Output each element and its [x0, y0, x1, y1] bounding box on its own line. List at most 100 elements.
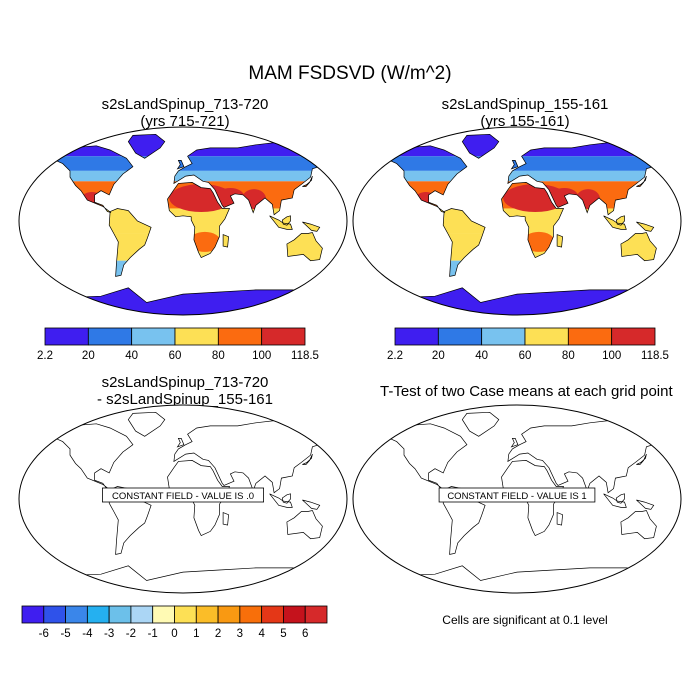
colorbar-box-4 [217, 327, 263, 346]
coast-australia [286, 232, 323, 262]
coast-new-guinea [302, 221, 321, 232]
panel-title-case2-line1: s2sLandSpinup_155-161 [441, 96, 609, 113]
colorbar-box-5 [611, 327, 656, 346]
colorbar-label: -3 [104, 628, 114, 640]
panel-title-ttest-line1: T-Test of two Case means at each grid po… [380, 383, 673, 400]
colorbar-label: 20 [82, 350, 95, 362]
colorbar-label: 1 [193, 628, 199, 640]
coast-japan [636, 453, 647, 465]
colorbar-box-12 [283, 605, 306, 624]
colorbar-label: 40 [125, 350, 138, 362]
colorbar-label: 0 [171, 628, 177, 640]
colorbar-label: 2 [215, 628, 221, 640]
panel-title-case1-line2: (yrs 715-721) [140, 113, 230, 130]
coast-indonesia [603, 215, 627, 230]
colorbar-labels: 2.2 20 40 60 80 100 118.5 [37, 350, 319, 362]
coastlines [19, 133, 347, 315]
colorbar-case1: 2.2 20 40 60 80 100 118.5 [37, 327, 319, 362]
coast-madagascar [222, 234, 229, 248]
globe-outline [352, 404, 682, 594]
map-case2 [352, 126, 682, 316]
colorbar-box-1 [43, 605, 66, 624]
lat-band-2 [353, 170, 681, 182]
colorbar-box-11 [261, 605, 284, 624]
coast-australia [286, 510, 323, 540]
coast-japan [302, 453, 313, 465]
panel-title-case2: s2sLandSpinup_155-161 (yrs 155-161) [380, 96, 670, 130]
coast-australia [620, 232, 657, 262]
coast-madagascar [556, 234, 563, 248]
coast-new-guinea [636, 221, 655, 232]
annotation-difference-text: CONSTANT FIELD - VALUE IS .0 [112, 491, 254, 502]
colorbar-label: 6 [302, 628, 308, 640]
panel-title-ttest: T-Test of two Case means at each grid po… [380, 383, 673, 400]
coast-japan [302, 175, 313, 187]
coast-north-america [31, 145, 134, 213]
globe-outline [18, 126, 348, 316]
colorbar-box-0 [44, 327, 89, 346]
coast-new-guinea [636, 499, 655, 510]
band-australia [289, 234, 322, 253]
coast-new-zealand [667, 260, 680, 270]
coast-north-america [365, 423, 468, 491]
colorbar-box-10 [239, 605, 263, 624]
coast-europe-asia [173, 141, 347, 216]
panel-title-difference-line1: s2sLandSpinup_713-720 [101, 374, 269, 391]
colorbar-box-3 [174, 327, 219, 346]
lat-band-2 [19, 170, 347, 182]
main-title: MAM FSDSVD (W/m^2) [248, 63, 452, 84]
colorbar-box-8 [195, 605, 219, 624]
coast-greenland [461, 133, 500, 159]
annotation-ttest: CONSTANT FIELD - VALUE IS 1 [438, 487, 596, 503]
coast-greenland [461, 411, 500, 437]
coast-madagascar [222, 512, 229, 526]
colorbar-labels: -6 -5 -4 -3 -2 -1 0 1 2 3 4 5 6 [39, 628, 309, 640]
colorbar-label: 118.5 [641, 350, 669, 362]
colorbar-label: 2.2 [37, 350, 53, 362]
colorbar-label: -2 [126, 628, 136, 640]
colorbar-box-1 [437, 327, 483, 346]
coast-australia [620, 510, 657, 540]
annotation-difference-box [102, 487, 264, 503]
band-australia [623, 234, 656, 253]
map-ttest: CONSTANT FIELD - VALUE IS 1 [352, 404, 682, 594]
coast-africa [501, 182, 565, 259]
panel-title-case2-line2: (yrs 155-161) [480, 113, 570, 130]
colorbar-label: -4 [82, 628, 93, 640]
coast-indonesia [269, 493, 293, 508]
coast-north-america [31, 423, 134, 491]
colorbar-box-5 [130, 605, 154, 624]
colorbar-box-1 [87, 327, 133, 346]
coast-new-zealand [667, 538, 680, 548]
colorbar-box-0 [21, 605, 45, 624]
coast-south-america [442, 208, 486, 277]
colorbar-label: 20 [432, 350, 445, 362]
coast-uk [176, 160, 185, 170]
coast-new-zealand [333, 260, 346, 270]
colorbar-label: -1 [148, 628, 158, 640]
annotation-ttest-box [438, 487, 596, 503]
colorbar-box-4 [567, 327, 613, 346]
coast-indonesia [603, 493, 627, 508]
annotation-ttest-text: CONSTANT FIELD - VALUE IS 1 [447, 491, 586, 502]
colorbar-box-13 [304, 605, 328, 624]
coast-madagascar [556, 512, 563, 526]
colorbar-box-9 [217, 605, 241, 624]
coast-greenland [127, 411, 166, 437]
colorbar-box-5 [261, 327, 306, 346]
colorbar-box-7 [174, 605, 197, 624]
colorbar-box-0 [394, 327, 439, 346]
colorbar-label: 118.5 [291, 350, 319, 362]
coast-borneo [615, 215, 625, 226]
significance-note: Cells are significant at 0.1 level [442, 613, 608, 627]
annotation-difference: CONSTANT FIELD - VALUE IS .0 [102, 487, 264, 503]
colorbar-label: 3 [237, 628, 243, 640]
coast-new-zealand [333, 538, 346, 548]
coast-borneo [281, 493, 291, 504]
colorbar-box-2 [481, 327, 526, 346]
colorbar-label: 2.2 [387, 350, 403, 362]
colorbar-label: 80 [562, 350, 575, 362]
colorbar-box-2 [131, 327, 176, 346]
colorbar-box-2 [65, 605, 88, 624]
coast-uk [510, 160, 519, 170]
